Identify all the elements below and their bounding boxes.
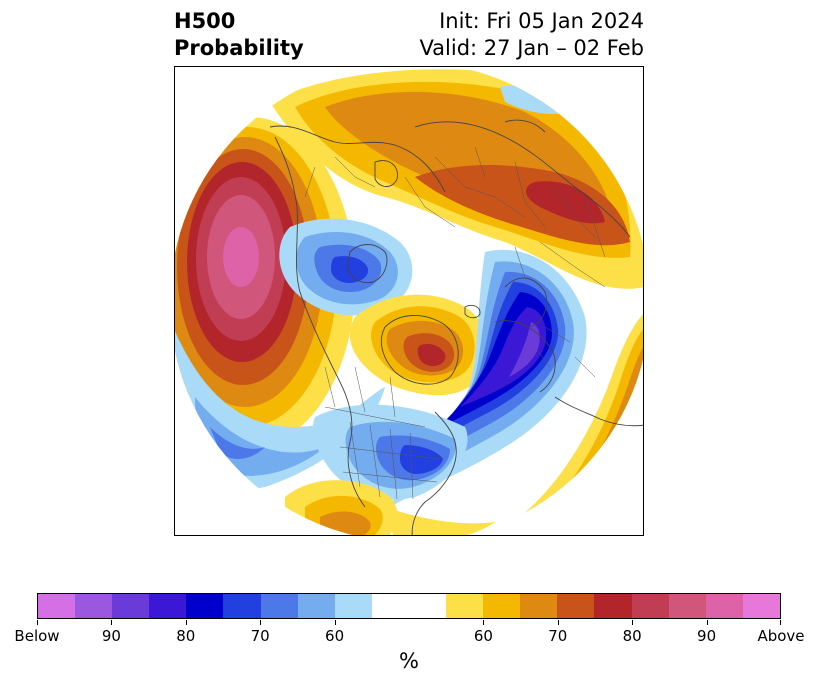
colorbar-tick — [632, 620, 633, 625]
title-variable: H500 — [174, 9, 236, 33]
title-left: H500 Probability — [174, 8, 304, 62]
colorbar-swatch — [705, 594, 743, 618]
colorbar-swatch — [483, 594, 521, 618]
colorbar-tick-label: 90 — [697, 627, 717, 645]
map-frame — [174, 66, 644, 536]
colorbar-swatch — [742, 594, 780, 618]
colorbar-tick-label: 80 — [176, 627, 196, 645]
colorbar-tick-label: Below — [14, 627, 60, 645]
colorbar-swatch — [38, 594, 76, 618]
init-date: Init: Fri 05 Jan 2024 — [439, 9, 644, 33]
title-right: Init: Fri 05 Jan 2024 Valid: 27 Jan – 02… — [419, 8, 644, 62]
colorbar-tick — [186, 620, 187, 625]
coastlines — [269, 119, 643, 535]
colorbar-tick-label: Above — [757, 627, 805, 645]
colorbar-swatch — [668, 594, 706, 618]
colorbar-swatch — [112, 594, 150, 618]
colorbar-swatch — [520, 594, 558, 618]
valid-range: Valid: 27 Jan – 02 Feb — [419, 36, 644, 60]
probability-map — [175, 67, 643, 535]
colorbar-swatch — [557, 594, 595, 618]
colorbar-unit: % — [399, 649, 419, 673]
colorbar-tick — [335, 620, 336, 625]
colorbar — [37, 593, 781, 619]
colorbar-swatch — [334, 594, 372, 618]
colorbar-tick-label: 60 — [325, 627, 345, 645]
colorbar-swatch — [186, 594, 224, 618]
colorbar-tick-label: 60 — [473, 627, 493, 645]
colorbar-swatch — [149, 594, 187, 618]
colorbar-tick-label: 70 — [548, 627, 568, 645]
colorbar-swatch — [631, 594, 669, 618]
colorbar-tick — [260, 620, 261, 625]
colorbar-tick-label: 80 — [622, 627, 642, 645]
colorbar-tick — [483, 620, 484, 625]
probability-field — [175, 67, 643, 535]
colorbar-tick — [707, 620, 708, 625]
colorbar-tick-label: 90 — [101, 627, 121, 645]
title-field: Probability — [174, 36, 304, 60]
colorbar-tick-label: 70 — [250, 627, 270, 645]
colorbar-tick — [558, 620, 559, 625]
borders — [304, 146, 606, 500]
colorbar-tick — [780, 620, 781, 625]
colorbar-tick — [111, 620, 112, 625]
colorbar-swatch — [408, 594, 447, 618]
colorbar-swatch — [446, 594, 484, 618]
colorbar-swatch — [223, 594, 261, 618]
colorbar-swatch — [594, 594, 632, 618]
colorbar-tick — [37, 620, 38, 625]
colorbar-swatch — [75, 594, 113, 618]
colorbar-swatch — [260, 594, 298, 618]
colorbar-swatch — [371, 594, 409, 618]
colorbar-swatch — [297, 594, 335, 618]
